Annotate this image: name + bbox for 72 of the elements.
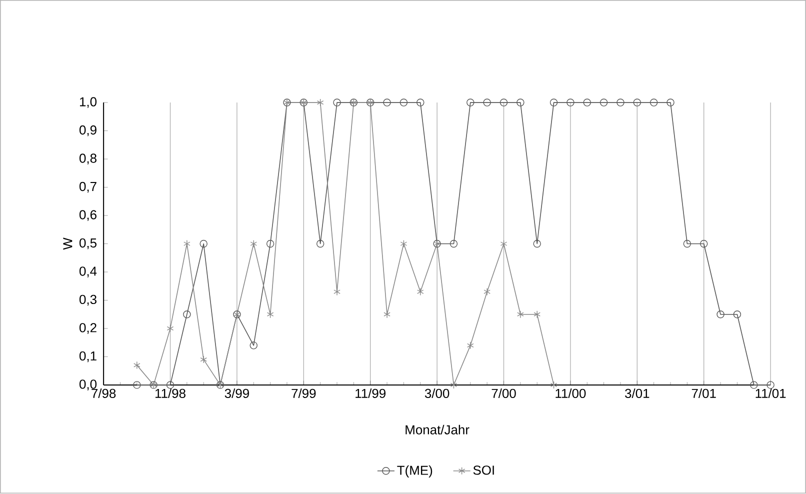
x-tick-label: 11/01 — [756, 388, 786, 398]
point — [566, 98, 574, 107]
point — [183, 310, 191, 318]
point — [484, 288, 490, 296]
point — [633, 98, 642, 107]
y-tick-label: 0,1 — [80, 352, 96, 362]
point — [333, 98, 341, 107]
x-axis-title: Monat/Jahr — [406, 425, 470, 435]
legend-label: T(ME) — [397, 466, 432, 478]
x-tick-label: 7/99 — [292, 388, 316, 398]
point — [650, 98, 658, 107]
point — [166, 324, 174, 333]
legend-label: SOI — [473, 466, 494, 475]
point — [134, 362, 140, 370]
x-tick-label: 3/99 — [224, 388, 249, 398]
point — [200, 356, 207, 364]
point — [517, 310, 524, 318]
point — [683, 240, 692, 248]
point — [266, 310, 274, 318]
y-tick-label: 0,3 — [80, 295, 96, 306]
point — [383, 98, 391, 107]
x-tick-label: 7/01 — [692, 388, 716, 398]
y-axis-title: W — [63, 238, 72, 250]
y-tick-label: 0,4 — [80, 266, 97, 278]
point — [550, 98, 558, 107]
x-tick-label: 11/98 — [156, 388, 186, 398]
point — [400, 240, 408, 248]
point — [466, 98, 474, 107]
point — [450, 240, 458, 248]
point — [516, 98, 524, 107]
y-tick-label: 0,7 — [80, 182, 96, 193]
point — [384, 310, 390, 318]
point — [200, 240, 208, 248]
y-tick-label: 0,6 — [80, 210, 96, 222]
x-tick-label: 11/99 — [356, 388, 386, 398]
point — [600, 98, 608, 107]
point — [583, 98, 591, 107]
x-tick-label: 11/00 — [556, 388, 586, 398]
point — [250, 240, 258, 248]
point — [316, 240, 324, 248]
point — [500, 98, 508, 107]
point — [666, 98, 674, 107]
point — [534, 310, 540, 318]
point — [416, 98, 424, 107]
y-tick-label: 0,5 — [80, 238, 96, 250]
x-tick-label: 3/00 — [424, 388, 450, 398]
x-tick-label: 3/01 — [625, 388, 650, 398]
point — [700, 240, 708, 248]
point — [467, 342, 474, 350]
y-tick-label: 0,8 — [80, 154, 96, 165]
point — [550, 381, 558, 390]
point — [133, 381, 141, 390]
point — [750, 381, 758, 390]
point — [400, 98, 408, 107]
x-tick-label: 7/98 — [92, 388, 116, 398]
point — [250, 342, 258, 350]
x-tick-label: 7/00 — [492, 388, 516, 398]
point — [483, 98, 491, 107]
point — [716, 310, 724, 318]
y-tick-label: 1,0 — [80, 97, 97, 108]
point — [417, 288, 424, 296]
y-tick-label: 0,0 — [80, 380, 97, 391]
point — [616, 98, 624, 107]
point — [184, 240, 190, 248]
point — [533, 240, 541, 248]
y-tick-label: 0,9 — [80, 126, 96, 136]
point — [733, 310, 742, 318]
point — [500, 240, 508, 248]
point — [450, 381, 458, 390]
y-tick-label: 0,2 — [80, 323, 96, 334]
point — [266, 240, 274, 248]
point — [316, 98, 324, 107]
